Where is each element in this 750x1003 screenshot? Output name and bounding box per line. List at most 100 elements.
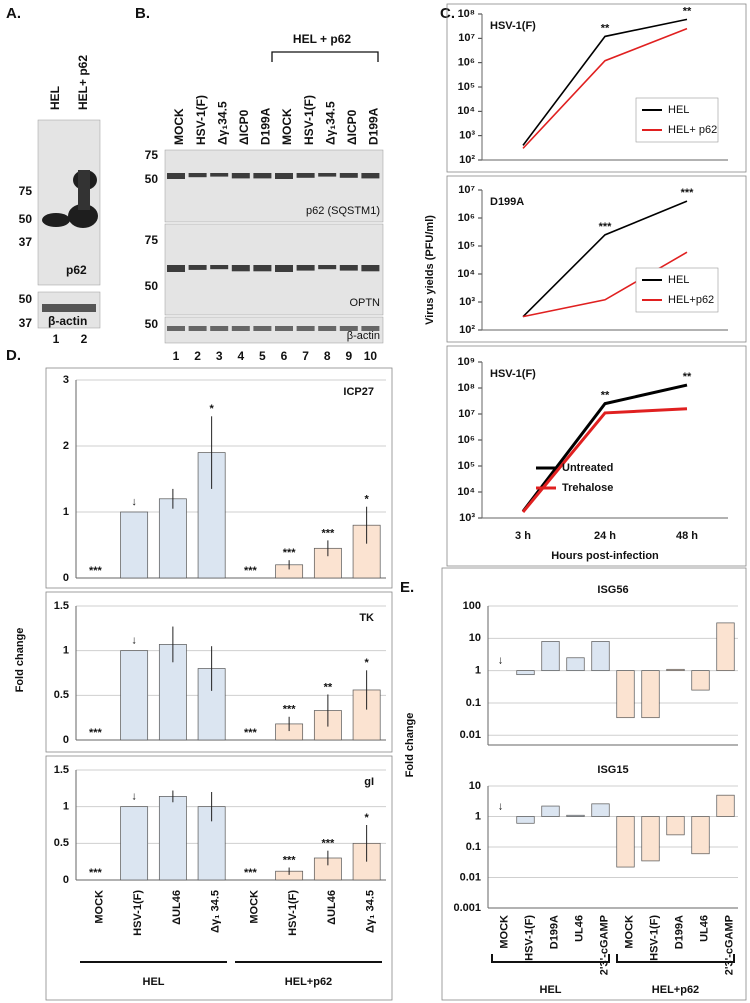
bar (120, 650, 149, 741)
significance: *** (321, 838, 335, 850)
panel-label: B. (135, 5, 150, 22)
significance: * (364, 657, 369, 669)
x-tick-label: 2'3'-cGAMP (723, 915, 735, 975)
bar (516, 816, 535, 824)
y-axis-label: Virus yields (PFU/ml) (424, 215, 436, 325)
lane-label: HSV-1(F) (194, 95, 208, 145)
bracket (271, 51, 379, 62)
bar (120, 511, 149, 579)
y-tick-label: 100 (463, 600, 481, 612)
significance: ↓ (498, 800, 504, 812)
panel-frame (45, 755, 393, 1001)
mw-marker: 50 (145, 317, 159, 331)
y-tick-label: 10⁸ (458, 382, 475, 394)
lane-number: 9 (345, 349, 352, 363)
significance: ↓ (498, 655, 504, 667)
group-label: HEL+p62 (285, 976, 332, 988)
legend-label: HEL+p62 (668, 294, 714, 306)
y-axis-label: Fold change (14, 628, 26, 693)
significance: *** (244, 727, 258, 739)
band (42, 304, 96, 312)
x-tick-label: HSV-1(F) (523, 915, 535, 961)
y-tick-label: 0.01 (460, 729, 481, 741)
panel-frame (441, 567, 747, 1001)
bar (541, 805, 560, 817)
bar (666, 816, 685, 836)
mw-marker: 37 (19, 235, 33, 249)
blot-image (37, 119, 101, 286)
lane-number: 10 (364, 349, 378, 363)
band (253, 173, 272, 179)
panel-label: D. (6, 347, 21, 364)
band (275, 173, 293, 179)
significance: *** (244, 867, 258, 879)
band (210, 173, 229, 177)
bar (716, 622, 735, 671)
mw-marker: 50 (19, 292, 33, 306)
lane-number: 7 (302, 349, 309, 363)
y-tick-label: 10⁶ (458, 212, 475, 224)
series-line (521, 383, 688, 513)
band (296, 326, 315, 331)
y-tick-label: 10⁵ (458, 81, 475, 93)
x-tick-label: 48 h (676, 530, 698, 542)
lane-label: ΔICP0 (345, 109, 359, 145)
mw-marker: 50 (145, 279, 159, 293)
significance: *** (89, 565, 103, 577)
blot-image (164, 149, 384, 223)
lane-label: HEL+ p62 (76, 55, 90, 110)
lane-number: 3 (216, 349, 223, 363)
y-tick-label: 10⁷ (458, 32, 475, 44)
x-tick-label: MOCK (623, 915, 635, 949)
lane-number: 1 (53, 332, 60, 346)
y-axis-label: Fold change (404, 713, 416, 778)
y-tick-label: 1 (475, 665, 481, 677)
x-tick-label: 3 h (515, 530, 531, 542)
legend-label: Untreated (562, 462, 613, 474)
significance: *** (321, 527, 335, 539)
y-tick-label: 10³ (459, 296, 475, 308)
legend-box (635, 97, 719, 143)
y-tick-label: 10⁹ (458, 356, 475, 368)
significance: ** (683, 5, 692, 17)
panel-label: C. (440, 5, 455, 22)
y-tick-label: 1 (475, 810, 481, 822)
significance: *** (244, 565, 258, 577)
band-label: OPTN (349, 297, 380, 309)
panel-label: E. (400, 579, 414, 596)
y-tick-label: 10⁵ (458, 460, 475, 472)
band (167, 326, 185, 331)
group-label: HEL + p62 (293, 32, 351, 46)
band (296, 265, 315, 271)
x-tick-label: MOCK (248, 890, 260, 924)
x-tick-label: UL46 (698, 915, 710, 942)
y-tick-label: 0 (63, 734, 69, 746)
y-tick-label: 0.5 (54, 689, 69, 701)
band (188, 265, 207, 270)
y-tick-label: 10³ (459, 130, 475, 142)
mw-marker: 37 (19, 316, 33, 330)
significance: * (364, 494, 369, 506)
significance: *** (681, 187, 695, 199)
bar (566, 657, 585, 671)
band (42, 213, 70, 227)
lane-number: 4 (237, 349, 244, 363)
band (167, 173, 185, 179)
panel-frame (446, 345, 747, 567)
series-line (522, 27, 688, 149)
lane-label: D199A (367, 107, 381, 145)
y-tick-label: 10 (469, 632, 481, 644)
bar (591, 803, 610, 817)
y-tick-label: 1.5 (54, 600, 69, 612)
y-tick-label: 10⁷ (458, 408, 475, 420)
significance: ↓ (131, 635, 137, 647)
y-tick-label: 0 (63, 874, 69, 886)
significance: ** (683, 371, 692, 383)
panel-title: HSV-1(F) (490, 368, 536, 380)
bar (566, 814, 585, 817)
panel-title: D199A (490, 196, 524, 208)
y-tick-label: 0.01 (460, 871, 481, 883)
x-tick-label: ΔUL46 (171, 890, 183, 925)
bar (691, 670, 710, 691)
panel-frame (446, 175, 747, 343)
